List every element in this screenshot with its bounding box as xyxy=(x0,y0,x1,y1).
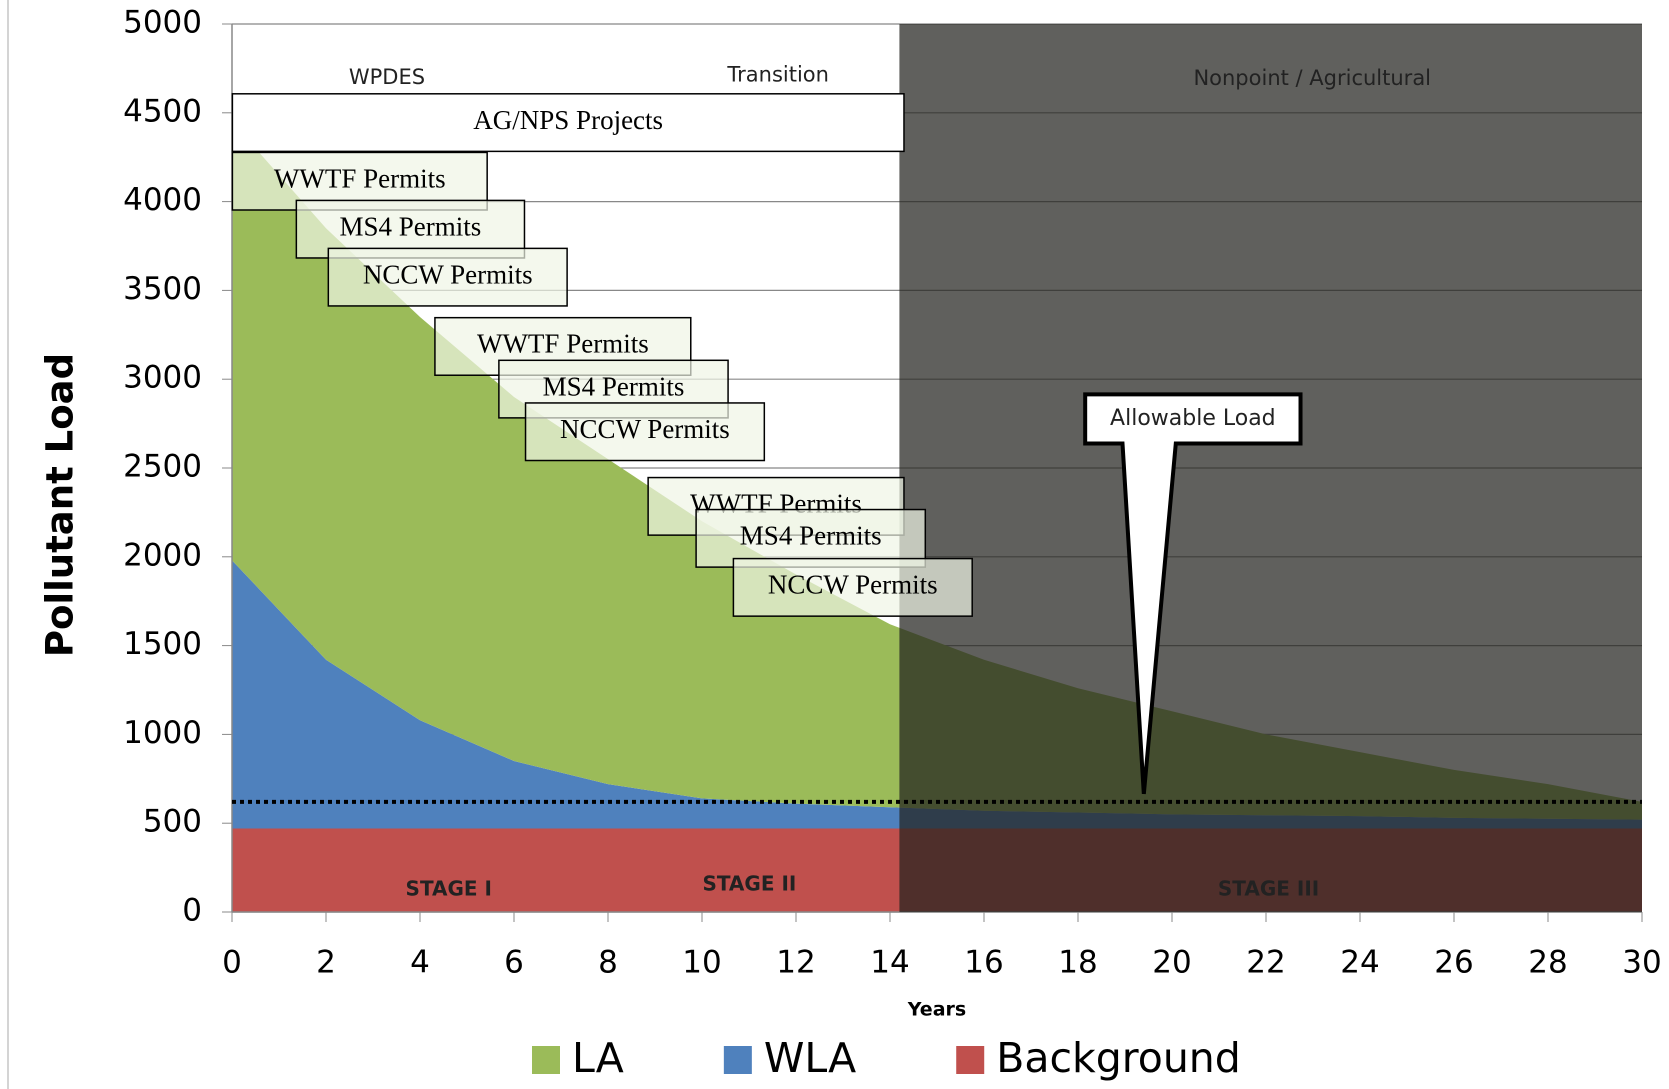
x-tick-label: 8 xyxy=(598,945,618,981)
x-tick-label: 10 xyxy=(682,945,721,981)
x-tick-label: 28 xyxy=(1528,945,1567,981)
chart: Pollutant Load Years 0500100015002000250… xyxy=(0,0,1669,1089)
phase-label: WPDES xyxy=(349,65,425,89)
phase-label: Transition xyxy=(726,63,829,87)
legend-label: LA xyxy=(572,1034,624,1082)
x-tick-label: 18 xyxy=(1058,945,1097,981)
x-tick-label: 16 xyxy=(964,945,1003,981)
stage-label: STAGE III xyxy=(1218,877,1319,901)
x-tick-label: 20 xyxy=(1152,945,1191,981)
x-tick-label: 4 xyxy=(410,945,430,981)
box-label: MS4 Permits xyxy=(340,211,482,241)
y-axis-label: Pollutant Load xyxy=(39,353,82,657)
y-tick-label: 2500 xyxy=(123,449,202,485)
x-tick-label: 12 xyxy=(776,945,815,981)
x-tick-label: 24 xyxy=(1340,945,1379,981)
y-tick-label: 0 xyxy=(182,893,202,929)
x-tick-label: 0 xyxy=(222,945,242,981)
box-label: NCCW Permits xyxy=(768,570,938,600)
y-tick-label: 1000 xyxy=(123,715,202,751)
shaded-region xyxy=(899,24,1642,912)
y-tick-label: 3000 xyxy=(123,360,202,396)
box-label: NCCW Permits xyxy=(560,414,730,444)
box-label: MS4 Permits xyxy=(740,521,882,551)
x-tick-label: 6 xyxy=(504,945,524,981)
box-label: MS4 Permits xyxy=(543,371,685,401)
callout-label: Allowable Load xyxy=(1110,406,1276,431)
stage-label: STAGE II xyxy=(702,871,796,895)
y-tick-label: 2000 xyxy=(123,537,202,573)
x-axis-label: Years xyxy=(907,999,966,1021)
x-tick-label: 2 xyxy=(316,945,336,981)
y-tick-label: 4500 xyxy=(123,93,202,129)
x-tick-label: 30 xyxy=(1622,945,1661,981)
y-tick-label: 1500 xyxy=(123,626,202,662)
phase-label: Nonpoint / Agricultural xyxy=(1193,66,1431,90)
box-label: AG/NPS Projects xyxy=(473,105,663,135)
box-label: NCCW Permits xyxy=(363,259,533,289)
x-tick-label: 14 xyxy=(870,945,909,981)
legend-swatch xyxy=(532,1046,560,1074)
x-tick-label: 22 xyxy=(1246,945,1285,981)
legend-label: Background xyxy=(996,1034,1241,1082)
stage-label: STAGE I xyxy=(406,877,492,901)
y-tick-label: 5000 xyxy=(123,5,202,41)
y-tick-label: 3500 xyxy=(123,271,202,307)
box-label: WWTF Permits xyxy=(274,163,446,193)
y-tick-label: 4000 xyxy=(123,182,202,218)
legend-swatch xyxy=(956,1046,984,1074)
legend-swatch xyxy=(724,1046,752,1074)
y-tick-label: 500 xyxy=(143,804,202,840)
legend-label: WLA xyxy=(764,1034,856,1082)
box-label: WWTF Permits xyxy=(477,329,649,359)
x-tick-label: 26 xyxy=(1434,945,1473,981)
